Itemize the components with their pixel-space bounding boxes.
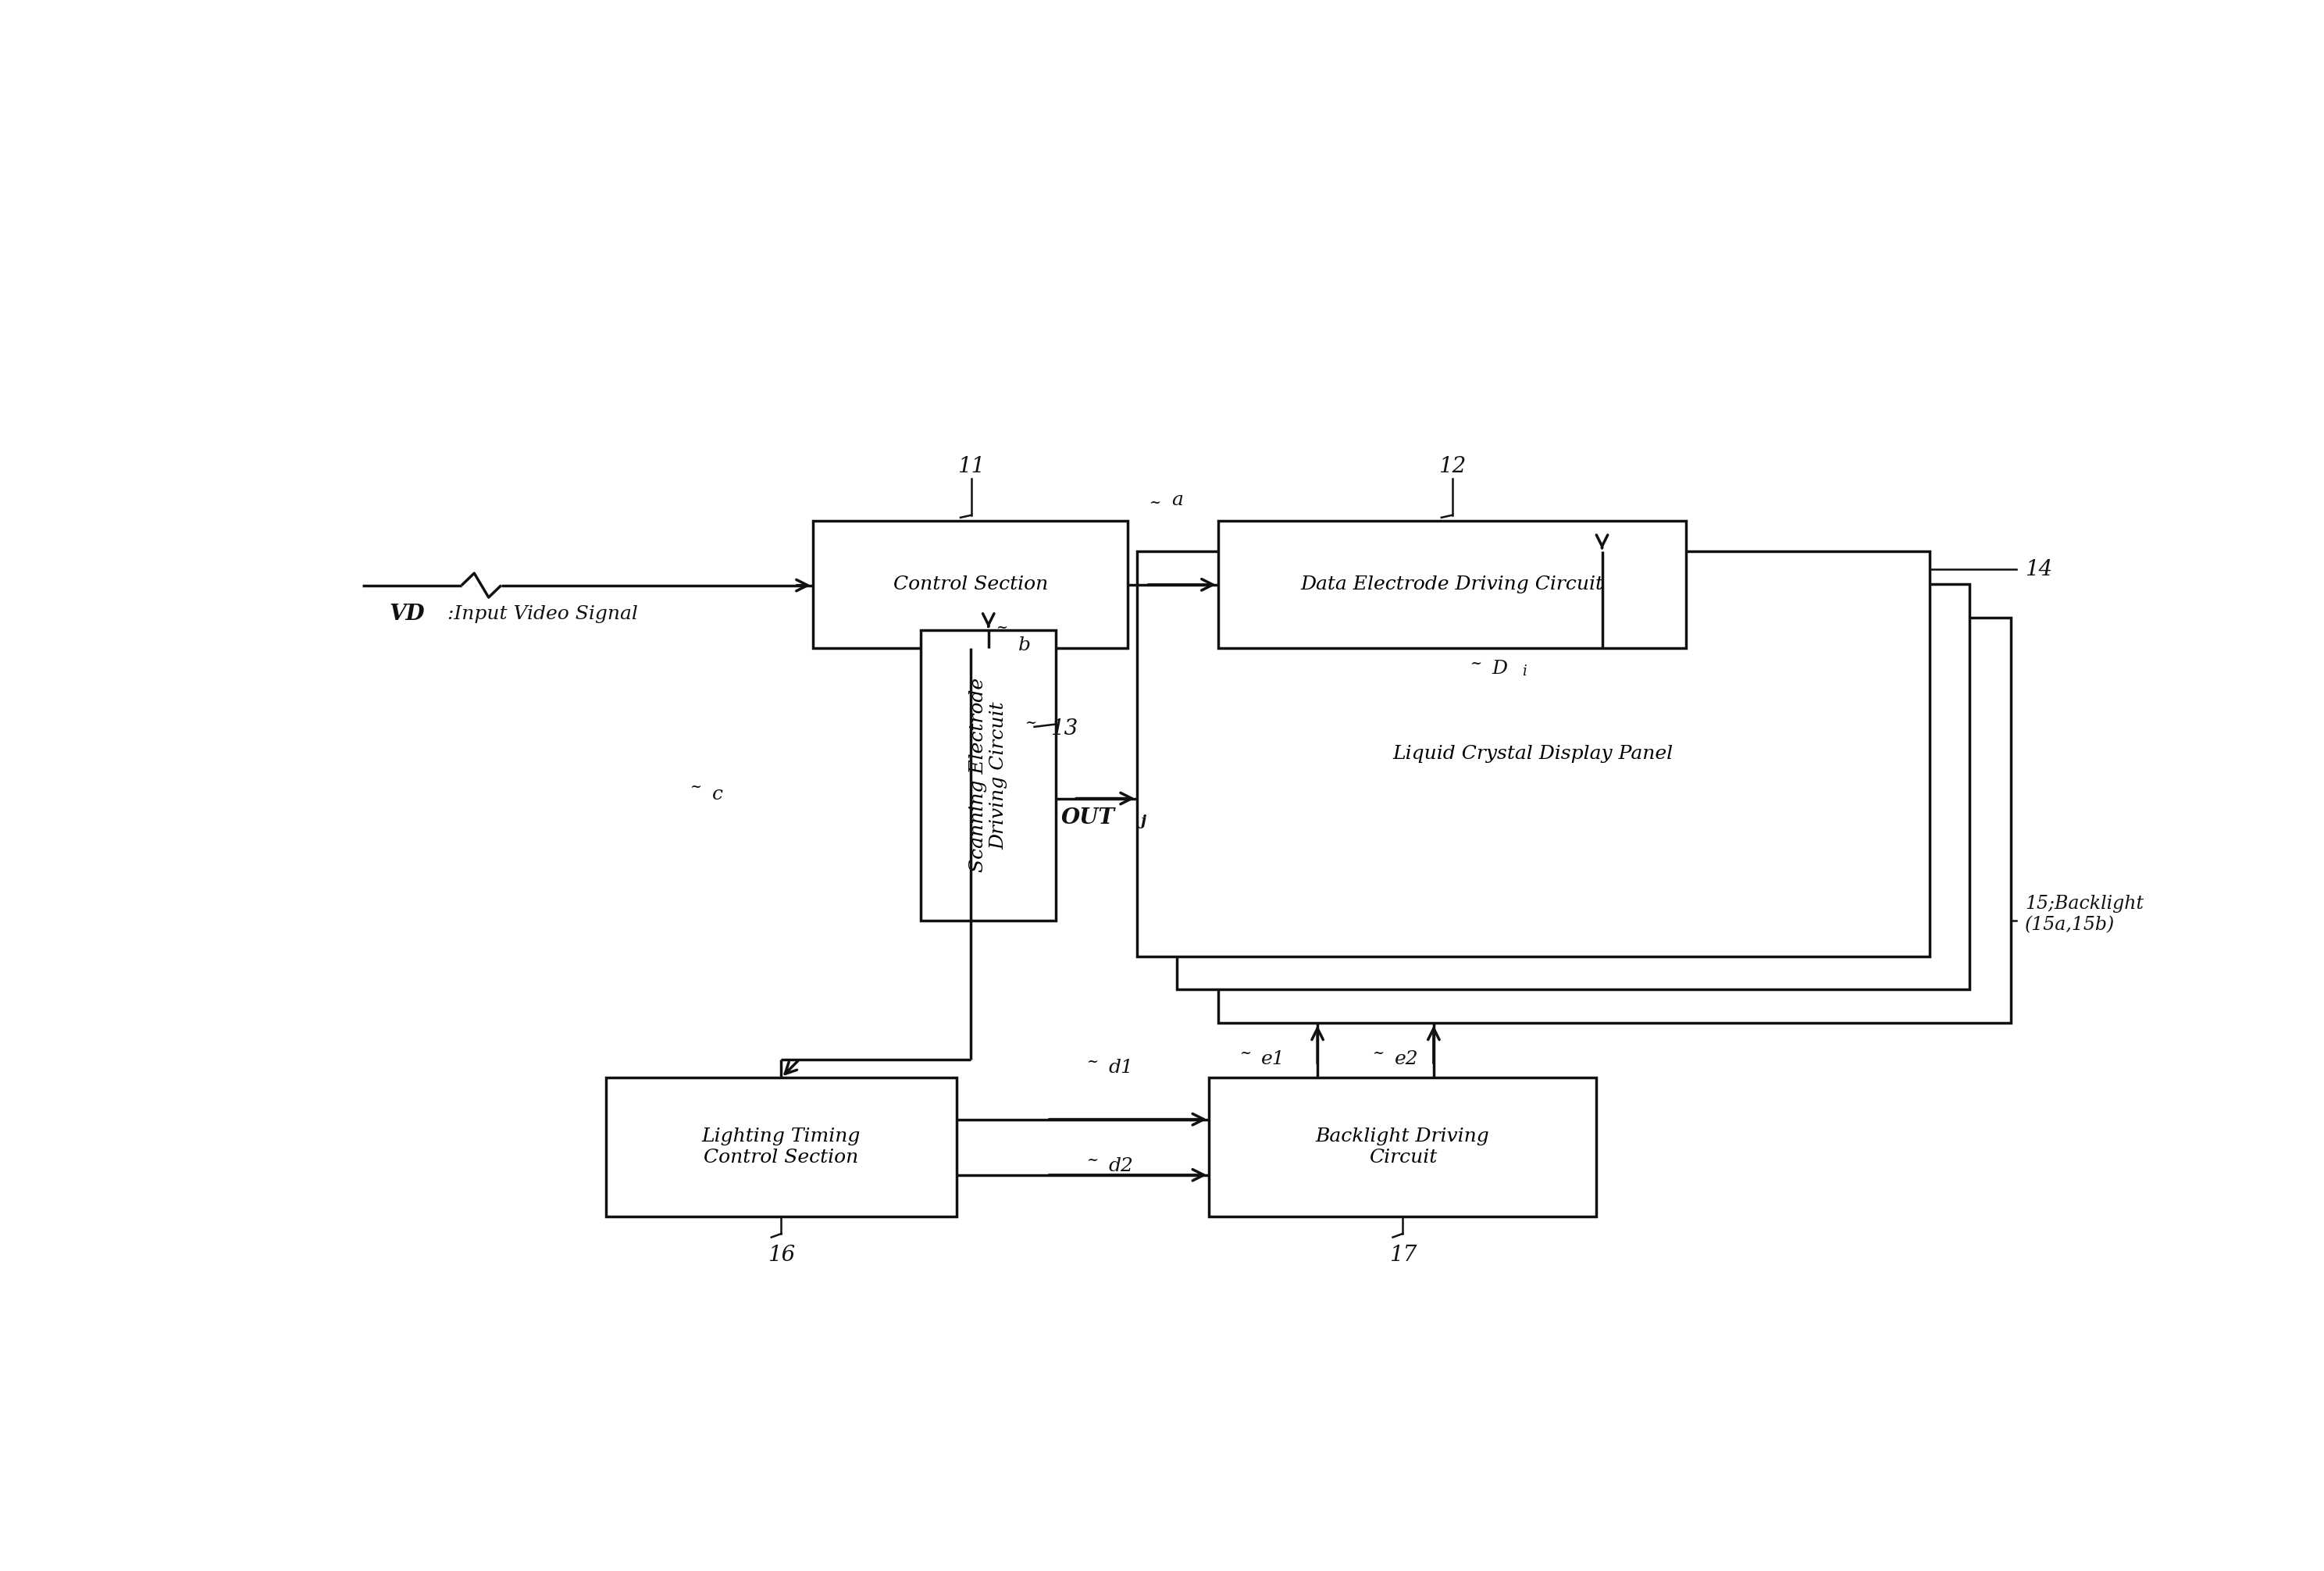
Text: Control Section: Control Section: [892, 575, 1048, 594]
Bar: [1218, 617, 2010, 1023]
Text: b: b: [1018, 636, 1030, 654]
Text: Scanning Electrode
Driving Circuit: Scanning Electrode Driving Circuit: [969, 679, 1009, 872]
Bar: [607, 1078, 957, 1218]
Text: 16: 16: [767, 1244, 795, 1266]
Text: 14: 14: [2024, 559, 2052, 580]
Text: ~: ~: [690, 781, 702, 795]
Text: ~: ~: [1085, 1153, 1097, 1167]
Text: ~: ~: [1025, 716, 1037, 731]
Text: D: D: [1492, 660, 1508, 677]
Text: Liquid Crystal Display Panel: Liquid Crystal Display Panel: [1392, 745, 1673, 764]
Text: ~: ~: [1373, 1046, 1385, 1060]
Text: e1: e1: [1262, 1051, 1285, 1068]
Text: Backlight Driving
Circuit: Backlight Driving Circuit: [1315, 1128, 1490, 1167]
Text: VD: VD: [390, 603, 425, 625]
Text: ~: ~: [1148, 496, 1162, 511]
Text: 12: 12: [1439, 456, 1466, 478]
Bar: [813, 522, 1127, 649]
Text: j: j: [1141, 814, 1146, 828]
Bar: [1176, 584, 1968, 990]
Text: a: a: [1171, 492, 1183, 509]
Text: c: c: [711, 786, 723, 803]
Text: i: i: [1522, 665, 1527, 679]
Bar: [1136, 551, 1929, 957]
Bar: [1208, 1078, 1597, 1218]
Text: d2: d2: [1109, 1156, 1134, 1175]
Text: ~: ~: [1469, 657, 1480, 671]
Text: ~: ~: [997, 621, 1009, 635]
Text: :Input Video Signal: :Input Video Signal: [446, 605, 637, 624]
Text: 17: 17: [1390, 1244, 1415, 1266]
Text: Lighting Timing
Control Section: Lighting Timing Control Section: [702, 1128, 860, 1167]
Text: 11: 11: [957, 456, 985, 478]
Text: 15;Backlight
(15a,15b): 15;Backlight (15a,15b): [2024, 895, 2143, 933]
Bar: [920, 630, 1055, 921]
Text: d1: d1: [1109, 1059, 1134, 1078]
Text: e2: e2: [1394, 1051, 1418, 1068]
Text: ~: ~: [1239, 1046, 1250, 1060]
Text: Data Electrode Driving Circuit: Data Electrode Driving Circuit: [1301, 575, 1604, 594]
Text: OUT: OUT: [1062, 807, 1116, 828]
Text: 13: 13: [1050, 718, 1078, 740]
Bar: [1218, 522, 1687, 649]
Text: ~: ~: [1085, 1054, 1097, 1068]
